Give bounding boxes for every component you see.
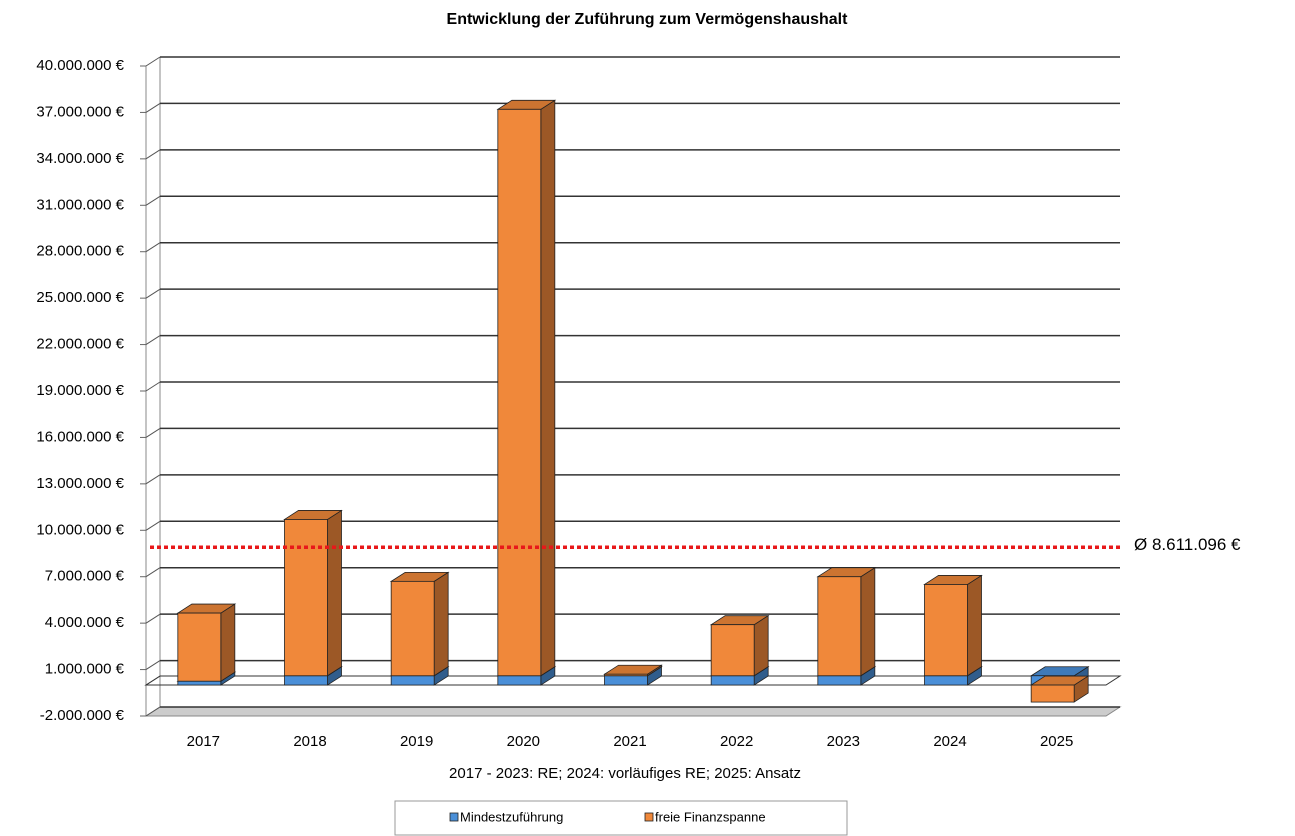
legend-label: Mindestzuführung [460,809,563,824]
bar-side [967,574,982,677]
zero-plane [144,675,1122,686]
grid-line-diag [145,613,161,624]
grid-line-diag [145,567,161,578]
y-tick-label: 37.000.000 € [36,103,124,120]
x-tick-label: 2023 [827,733,860,750]
bar [390,580,435,677]
grid-line-diag [145,195,161,206]
bar [1030,684,1075,703]
y-tick-label: 1.000.000 € [45,661,125,678]
grid-line-diag [145,428,161,438]
bar-side [860,566,876,677]
legend-label: freie Finanzspanne [655,809,766,824]
y-tick-label: 28.000.000 € [36,243,124,260]
floor [144,706,1122,717]
grid-line-diag [145,149,161,160]
bar [177,680,222,686]
x-tick-label: 2017 [187,733,220,750]
y-tick-label: 22.000.000 € [36,336,124,353]
legend-swatch [644,812,654,822]
x-tick-label: 2020 [507,733,540,750]
y-tick-label: 10.000.000 € [36,521,124,538]
legend-swatch [449,812,459,822]
bar [710,675,755,686]
y-tick-label: 19.000.000 € [36,382,124,399]
bar [710,624,755,677]
bar [284,519,328,677]
x-axis-label: 2017 - 2023: RE; 2024: vorläufiges RE; 2… [449,765,801,782]
y-tick-label: 16.000.000 € [36,428,124,445]
y-tick-label: 13.000.000 € [36,475,124,492]
grid-line-diag [145,288,161,299]
bar-side [220,603,236,682]
average-label: Ø 8.611.096 € [1134,535,1241,554]
bar [924,675,968,686]
grid-line-diag [145,706,161,717]
y-tick-label: 25.000.000 € [36,289,124,306]
x-tick-label: 2021 [613,733,646,750]
bar-side [540,99,556,677]
bar [497,675,542,686]
grid-line-diag [145,103,161,113]
bar [817,675,862,686]
chart-title: Entwicklung der Zuführung zum Vermögensh… [447,11,849,28]
bar [177,612,222,682]
y-tick-label: 4.000.000 € [45,614,125,631]
grid-line-diag [145,242,161,253]
y-tick-label: 34.000.000 € [36,150,124,167]
bar [497,108,542,677]
y-tick-label: 40.000.000 € [36,57,124,74]
grid-line-diag [145,660,161,670]
x-tick-label: 2018 [293,733,326,750]
bar [390,675,435,686]
bar-side [433,571,449,677]
bar-side [753,614,769,677]
y-tick-label: -2.000.000 € [40,707,125,724]
bar [924,584,968,677]
bar [604,673,648,677]
y-tick-label: 7.000.000 € [45,568,125,585]
x-tick-label: 2019 [400,733,433,750]
bar-side [327,509,342,677]
x-tick-label: 2022 [720,733,753,750]
legend-box [394,800,848,836]
bar [604,675,648,686]
grid-line-diag [145,474,161,485]
grid-line-diag [145,335,161,345]
grid-line-diag [145,381,161,392]
grid-line-diag [145,520,161,531]
x-tick-label: 2025 [1040,733,1073,750]
bar [284,675,328,686]
grid-line-diag [145,56,161,67]
x-tick-label: 2024 [933,733,966,750]
y-tick-label: 31.000.000 € [36,196,124,213]
bar [817,576,862,677]
